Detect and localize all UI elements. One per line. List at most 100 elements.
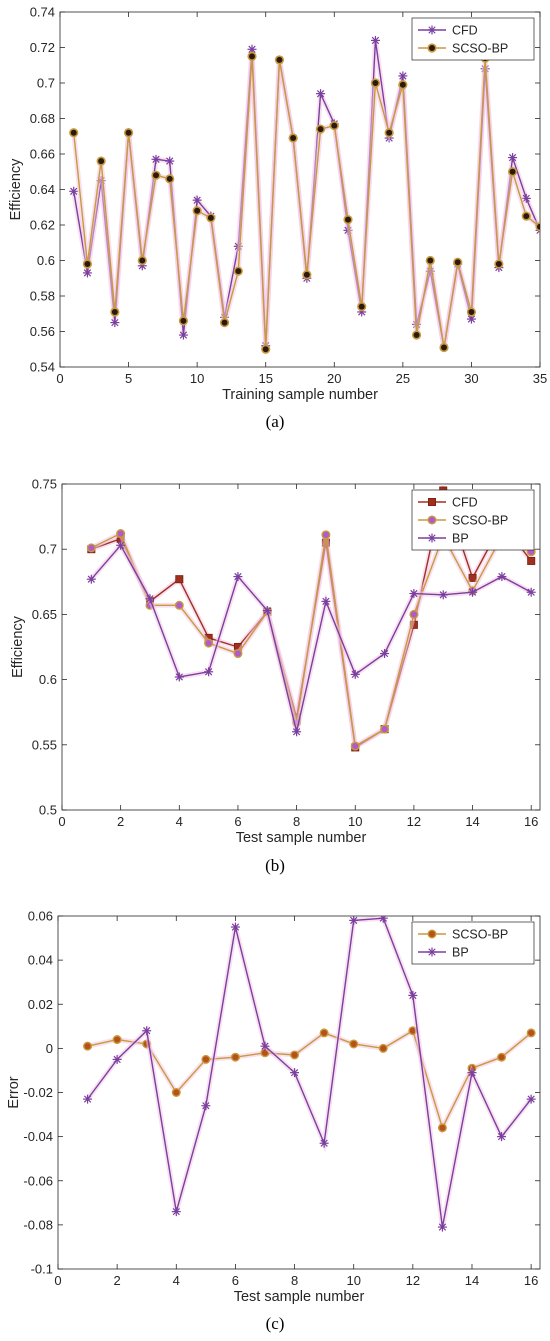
x-tick-label-c-3: 6 [232,1273,239,1288]
marker-a-1-4 [123,128,134,138]
x-tick-label-a-0: 0 [56,371,63,386]
marker-b-2-14 [497,572,507,582]
marker-a-0-32 [508,153,518,163]
marker-b-1-8 [321,530,331,540]
series-line-b-2 [90,544,532,732]
series-c-1 [83,916,536,1232]
y-tick-label-a-9: 0.72 [30,40,55,55]
y-tick-label-a-10: 0.74 [30,5,55,20]
y-tick-label-c-0: -0.1 [31,1262,53,1277]
marker-b-1-11 [409,609,419,619]
marker-b-2-12 [438,590,448,600]
x-tick-label-a-5: 25 [396,371,410,386]
series-line-b-1 [91,532,532,748]
marker-a-1-20 [343,215,353,225]
marker-b-2-8 [321,596,331,606]
marker-a-0-3 [110,318,120,328]
marker-b-2-7 [292,727,302,737]
series-line-c-1 [87,917,532,1228]
y-tick-label-b-0: 0.5 [39,803,57,818]
marker-a-1-2 [96,156,106,166]
marker-a-0-8 [178,330,188,340]
marker-b-2-1 [116,540,126,550]
y-tick-label-a-4: 0.62 [30,218,55,233]
chart-c-svg: -0.1 -0.08 -0.06 -0.04 -0.02 0 0.02 0.04 0.06 0 2 4… [6,909,541,1305]
marker-b-2-9 [350,669,360,679]
series-line-c-0 [87,1029,532,1130]
marker-a-0-18 [316,89,326,99]
marker-b-0-3 [175,575,184,584]
legend-marker-b-1 [427,515,437,525]
marker-a-1-14 [261,344,271,354]
marker-b-2-2 [145,594,155,604]
chart-a-svg: 0.54 0.56 0.58 0.6 0.62 0.64 0.66 0.68 0.7 0.72 0.… [8,5,547,404]
marker-a-1-18 [315,124,326,134]
y-axis-label-c: Error [6,1076,22,1108]
marker-c-0-1 [112,1035,122,1045]
y-tick-label-b-2: 0.6 [39,672,57,687]
marker-a-1-22 [370,78,381,88]
legend-label-c-0: SCSO-BP [452,928,508,942]
marker-a-0-7 [165,156,175,166]
x-axis-label-a: Training sample number [222,387,378,403]
marker-b-2-10 [380,649,390,659]
marker-b-2-11 [409,589,419,599]
marker-a-0-9 [192,195,202,205]
marker-b-1-0 [86,543,96,553]
marker-a-1-7 [165,174,175,184]
marker-b-1-4 [204,638,214,648]
x-tick-label-c-5: 10 [346,1273,360,1288]
legend-marker-b-2 [427,533,437,543]
series-a-1 [69,51,540,354]
legend-label-a-0: CFD [452,24,478,38]
y-tick-label-a-3: 0.6 [37,253,55,268]
marker-a-0-24 [398,71,408,81]
marker-a-1-12 [233,266,243,276]
chart-b-svg: 0.5 0.55 0.6 0.65 0.7 0.75 0 2 4 6 8 10 12 14 16 Test s… [10,477,541,846]
legend-marker-a-1 [427,43,437,53]
y-tick-label-a-7: 0.68 [30,111,55,126]
marker-c-1-4 [201,1101,211,1111]
x-tick-label-c-0: 0 [54,1273,61,1288]
legend-marker-a-0 [427,25,437,35]
marker-a-1-24 [398,80,408,90]
x-tick-label-a-2: 10 [190,371,204,386]
chart-panel-b: 0.5 0.55 0.6 0.65 0.7 0.75 0 2 4 6 8 10 12 14 16 Test s… [0,440,550,890]
x-tick-label-c-8: 16 [524,1273,538,1288]
series-c-0 [83,1026,536,1135]
y-tick-label-c-8: 0.06 [28,909,53,924]
x-tick-label-a-7: 35 [533,371,547,386]
marker-a-1-34 [535,222,540,232]
marker-a-1-29 [466,307,477,317]
marker-a-1-0 [69,128,79,138]
marker-a-1-9 [192,206,202,216]
y-tick-label-c-1: -0.08 [23,1217,53,1232]
marker-c-1-12 [437,1222,447,1232]
legend-label-a-1: SCSO-BP [452,42,508,56]
legend-label-b-0: CFD [452,496,478,510]
x-tick-label-c-2: 4 [173,1273,180,1288]
marker-b-2-4 [204,667,214,677]
marker-a-1-1 [82,259,93,269]
y-tick-label-c-4: -0.02 [23,1085,53,1100]
x-tick-label-b-6: 12 [407,814,421,829]
marker-a-1-31 [494,259,504,269]
marker-c-0-10 [378,1043,388,1053]
marker-c-0-4 [201,1054,211,1064]
marker-c-0-14 [497,1052,507,1062]
x-tick-label-b-4: 8 [293,814,300,829]
marker-a-0-6 [151,154,161,164]
marker-a-1-5 [137,255,147,266]
y-tick-label-a-0: 0.54 [30,360,55,375]
legend-label-b-2: BP [452,532,469,546]
legend-marker-b-0 [427,498,436,507]
marker-c-0-15 [526,1028,536,1038]
marker-a-1-17 [302,270,312,280]
marker-a-1-28 [453,257,463,267]
marker-b-0-15 [527,556,536,565]
marker-c-1-1 [112,1054,122,1064]
x-tick-label-c-6: 12 [406,1273,420,1288]
marker-b-1-10 [380,724,390,734]
marker-a-1-23 [384,128,394,138]
x-tick-label-b-2: 4 [176,814,183,829]
